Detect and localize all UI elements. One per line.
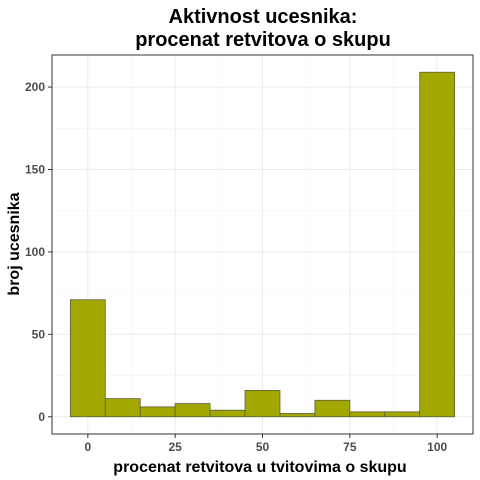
- histogram-bars: [69, 71, 456, 418]
- histogram-bar: [279, 413, 316, 418]
- x-axis-title: procenat retvitova u tvitovima o skupu: [113, 459, 406, 476]
- x-tick-label: 50: [256, 440, 270, 454]
- x-axis-ticks: 0 25 50 75 100: [84, 434, 448, 454]
- x-tick-label: 75: [343, 440, 357, 454]
- y-tick-label: 0: [38, 410, 45, 424]
- histogram-bar: [314, 399, 351, 418]
- grid-lines: [52, 55, 473, 434]
- y-tick-label: 100: [25, 245, 45, 259]
- histogram-bar: [209, 409, 246, 418]
- histogram-bar: [349, 411, 386, 418]
- histogram-bar: [384, 411, 421, 418]
- chart-title-line-2: procenat retvitova o skupu: [135, 29, 391, 51]
- chart-title-line-1: Aktivnost ucesnika:: [169, 6, 358, 28]
- y-axis-ticks: 0 50 100 150 200: [25, 80, 52, 424]
- histogram-bar: [419, 71, 456, 418]
- x-tick-label: 100: [427, 440, 447, 454]
- y-tick-label: 150: [25, 162, 45, 176]
- x-tick-label: 25: [168, 440, 182, 454]
- histogram-bar: [139, 406, 176, 418]
- y-tick-label: 200: [25, 80, 45, 94]
- histogram-bar: [174, 403, 211, 418]
- y-axis-title: broj ucesnika: [6, 192, 23, 295]
- histogram-bar: [69, 299, 106, 418]
- y-tick-label: 50: [32, 327, 46, 341]
- histogram-bar: [244, 389, 281, 418]
- x-tick-label: 0: [84, 440, 91, 454]
- histogram-bar: [104, 398, 141, 418]
